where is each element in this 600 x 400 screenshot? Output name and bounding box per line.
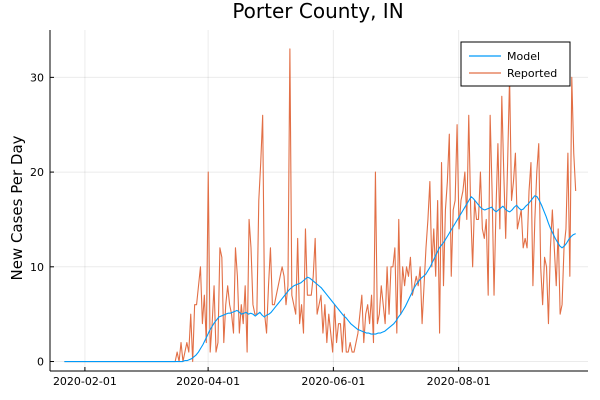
legend-label-model: Model bbox=[507, 50, 540, 63]
chart-title: Porter County, IN bbox=[232, 0, 403, 23]
y-tick-label: 10 bbox=[30, 261, 44, 274]
plot-series bbox=[64, 48, 577, 363]
x-tick-label: 2020-02-01 bbox=[53, 375, 117, 388]
series-line-reported bbox=[64, 48, 577, 363]
tick-labels: 2020-02-01 2020-04-01 2020-06-01 2020-08-01… bbox=[30, 71, 491, 388]
axes bbox=[49, 30, 588, 372]
x-tick-label: 2020-08-01 bbox=[427, 375, 491, 388]
legend-label-reported: Reported bbox=[507, 67, 557, 80]
y-axis-label: New Cases Per Day bbox=[8, 135, 26, 280]
legend-box bbox=[460, 41, 571, 87]
y-tick-label: 0 bbox=[37, 356, 44, 369]
x-tick-label: 2020-06-01 bbox=[301, 375, 365, 388]
series-line-model bbox=[64, 195, 576, 363]
y-tick-label: 20 bbox=[30, 166, 44, 179]
y-tick-label: 30 bbox=[30, 71, 44, 84]
legend: Model Reported bbox=[460, 41, 571, 87]
x-tick-label: 2020-04-01 bbox=[176, 375, 240, 388]
